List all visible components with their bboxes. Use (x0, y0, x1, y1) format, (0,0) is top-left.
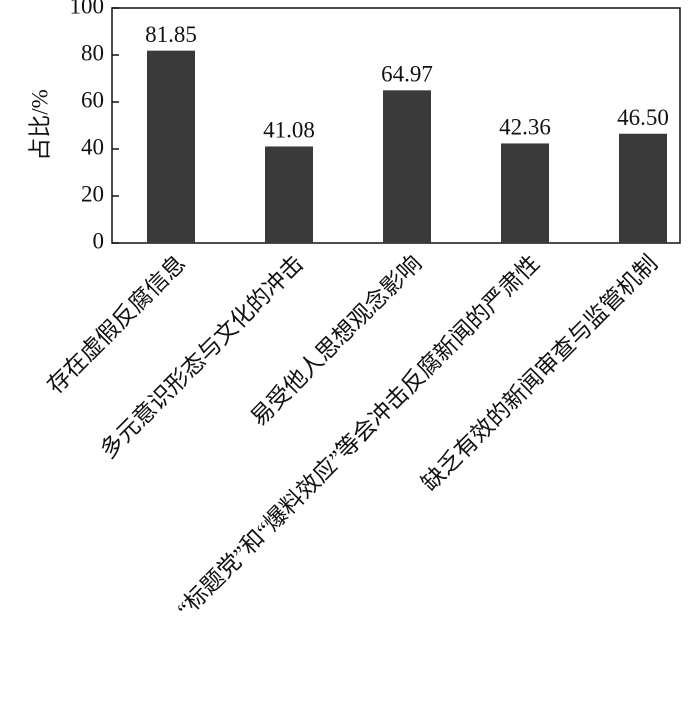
x-tick-label: 缺乏有效的新闻审查与监管机制 (417, 251, 662, 496)
y-tick-label: 100 (70, 0, 105, 18)
y-tick-label: 60 (81, 87, 104, 112)
value-label: 81.85 (145, 22, 197, 47)
y-tick-label: 0 (93, 228, 105, 253)
x-tick-label: 多元意识形态与文化的冲击 (95, 251, 308, 464)
bar (265, 146, 313, 243)
y-tick-label: 80 (81, 40, 104, 65)
value-label: 64.97 (381, 62, 433, 87)
y-tick-label: 20 (81, 181, 104, 206)
bar (501, 143, 549, 243)
bar (619, 133, 667, 243)
value-label: 46.50 (617, 105, 669, 130)
y-axis-label: 占比/% (27, 89, 52, 161)
value-label: 41.08 (263, 118, 315, 143)
value-label: 42.36 (499, 115, 551, 140)
bar (383, 90, 431, 244)
bar (147, 50, 195, 244)
y-tick-label: 40 (81, 134, 104, 159)
